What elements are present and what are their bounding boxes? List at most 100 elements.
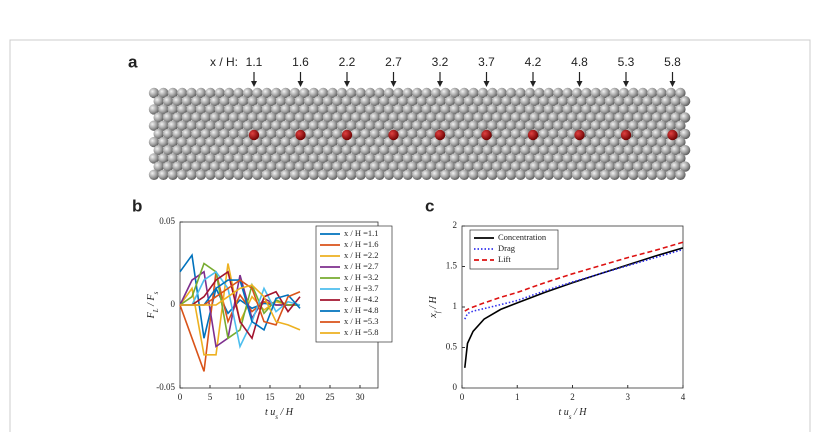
atom: [383, 120, 395, 131]
atom: [435, 145, 446, 156]
atom: [628, 104, 639, 115]
atom: [303, 128, 315, 140]
atom: [487, 87, 498, 99]
atom: [256, 161, 268, 172]
atom: [618, 169, 630, 180]
atom: [449, 104, 460, 115]
atom: [252, 169, 263, 180]
atom: [242, 153, 254, 164]
atom: [261, 104, 272, 115]
atom: [261, 136, 272, 148]
atom: [642, 161, 653, 172]
atom: [181, 96, 193, 107]
atom: [271, 136, 282, 148]
atom: [214, 153, 225, 164]
atom: [543, 87, 554, 99]
atom: [336, 153, 348, 164]
atom: [590, 120, 601, 131]
atom: [238, 161, 249, 172]
atom: [360, 161, 371, 172]
atom: [567, 161, 578, 172]
atom: [172, 145, 183, 156]
atom: [412, 136, 423, 148]
atom: [543, 153, 554, 164]
atom: [562, 104, 573, 115]
atom: [529, 161, 540, 172]
atom: [308, 104, 319, 115]
atom: [571, 104, 583, 115]
atom: [562, 120, 573, 131]
atom: [346, 120, 357, 131]
atom: [618, 153, 630, 164]
atom: [538, 161, 550, 172]
atom: [205, 87, 216, 99]
legend-label: x / H =4.8: [344, 305, 379, 315]
atom: [496, 153, 507, 164]
atom: [177, 136, 188, 148]
atom: [214, 120, 225, 131]
atom: [538, 128, 550, 140]
atom: [346, 87, 357, 99]
atom: [186, 87, 197, 99]
atom: [341, 161, 352, 172]
atom: [515, 169, 526, 180]
position-label: 3.2: [432, 55, 449, 69]
atom: [407, 128, 418, 140]
atom: [609, 153, 620, 164]
arrow-head: [530, 81, 536, 87]
atom: [468, 87, 479, 99]
atom: [642, 145, 653, 156]
atom: [487, 169, 498, 180]
atom: [459, 120, 470, 131]
atom: [355, 87, 366, 99]
atom: [271, 153, 282, 164]
atom: [271, 169, 282, 180]
atom: [637, 87, 648, 99]
atom: [609, 104, 620, 115]
atom: [604, 145, 616, 156]
atom: [585, 161, 597, 172]
atom: [346, 104, 357, 115]
atom: [299, 87, 310, 99]
atom: [468, 153, 479, 164]
atom: [618, 87, 630, 99]
atom: [360, 112, 371, 123]
atom: [285, 145, 296, 156]
atom: [393, 153, 404, 164]
atom: [515, 87, 526, 99]
atom: [510, 96, 522, 107]
atom: [656, 104, 667, 115]
series-line: [464, 248, 684, 320]
positions-label: x / H:: [210, 55, 238, 69]
atom: [463, 161, 475, 172]
atom: [266, 161, 277, 172]
atom: [303, 145, 315, 156]
atom: [600, 153, 611, 164]
atom: [506, 153, 517, 164]
atom: [289, 169, 301, 180]
atom: [186, 169, 197, 180]
atom: [299, 169, 310, 180]
atom: [590, 104, 601, 115]
atom: [515, 104, 526, 115]
atom: [327, 104, 338, 115]
x-tick-label: 0: [460, 392, 465, 402]
atom: [510, 112, 522, 123]
y-tick-label: 1.5: [446, 261, 458, 271]
atom: [360, 128, 371, 140]
atom: [369, 128, 381, 140]
atom: [252, 153, 263, 164]
atom: [553, 104, 564, 115]
y-tick-label: 0.05: [159, 216, 175, 226]
atom: [205, 104, 216, 115]
atom: [350, 145, 362, 156]
atom: [647, 104, 658, 115]
atom: [679, 96, 691, 107]
atom: [651, 128, 663, 140]
atom: [322, 112, 334, 123]
atom: [332, 145, 343, 156]
atom: [473, 112, 484, 123]
atom: [520, 96, 531, 107]
atom: [191, 128, 202, 140]
arrow-head: [623, 81, 629, 87]
